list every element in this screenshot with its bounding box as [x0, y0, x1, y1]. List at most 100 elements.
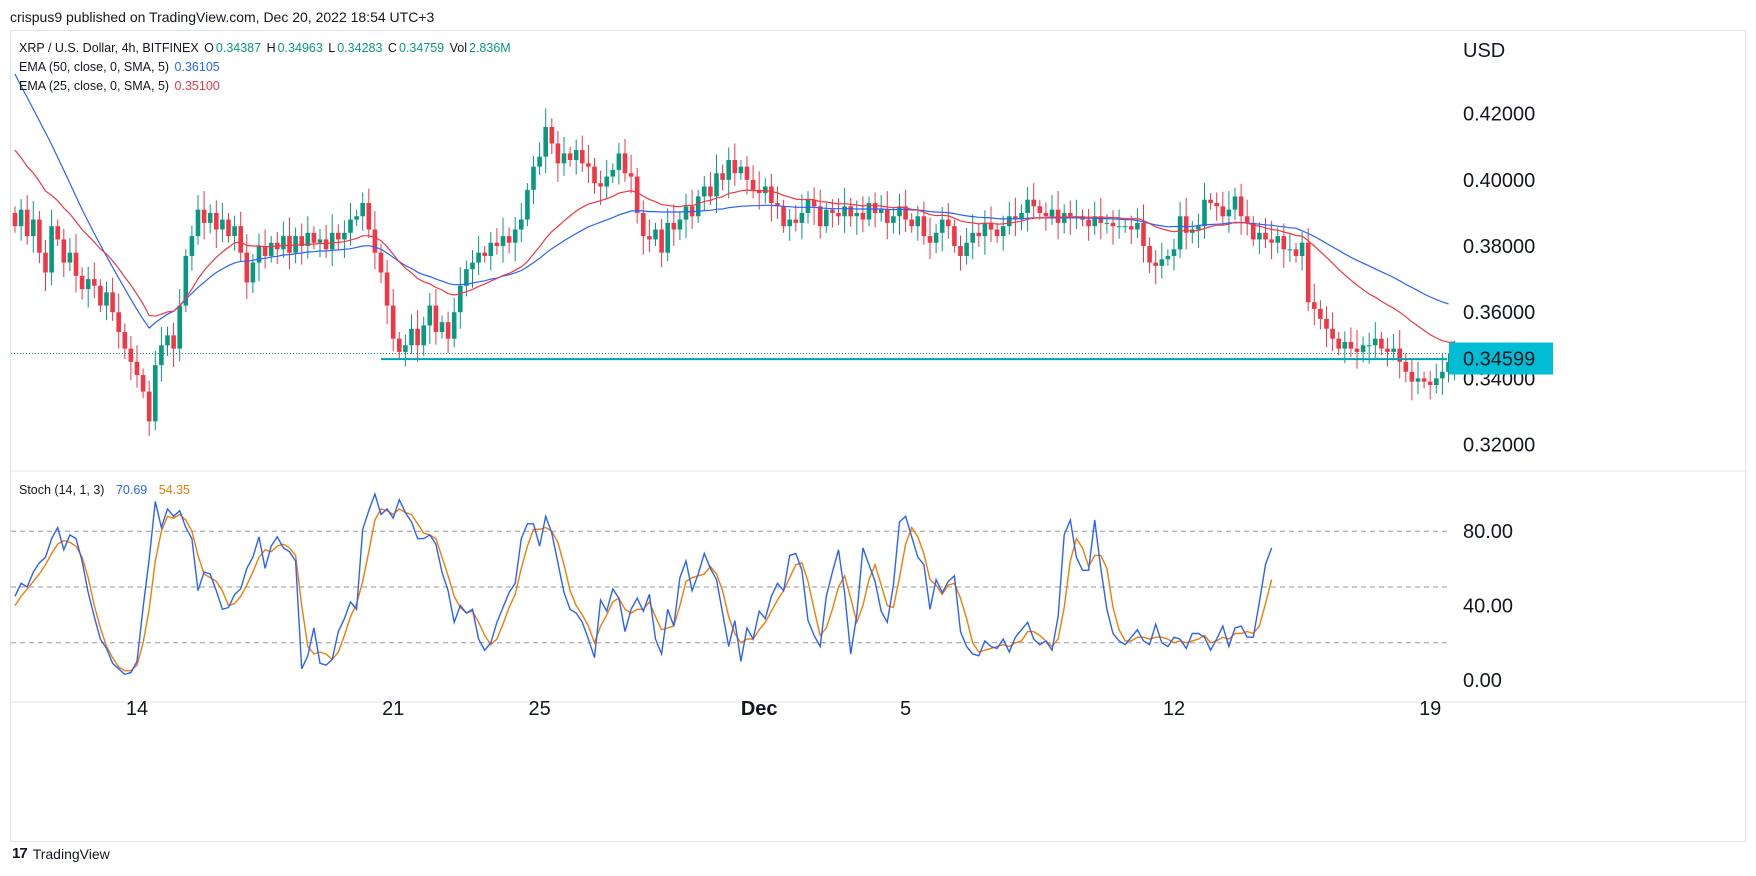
candle-body: [55, 226, 60, 240]
candle-body: [738, 166, 744, 174]
candle-body: [1244, 216, 1250, 223]
last-price-tag-label: 0.34599: [1463, 349, 1535, 371]
candle-body: [854, 212, 860, 217]
candle-body: [1251, 222, 1256, 240]
time-axis-tick-label: 19: [1419, 698, 1441, 720]
candle-body: [750, 179, 756, 190]
candle-body: [1031, 199, 1036, 207]
candle-body: [1025, 199, 1030, 213]
candle-body: [1232, 196, 1238, 210]
candle-body: [1312, 302, 1317, 309]
candle-body: [110, 292, 115, 313]
candle-body: [287, 236, 292, 253]
candle-body: [793, 219, 799, 223]
candle-body: [525, 189, 530, 220]
candle-body: [238, 226, 243, 253]
candle-body: [634, 176, 640, 213]
chart-frame[interactable]: USD 0.42000 0.40000 0.38000 0.36000 0.34000 0.…: [10, 30, 1747, 843]
stoch-axis-tick-label: 80.00: [1463, 521, 1513, 543]
candle-body: [531, 166, 536, 190]
candle-body: [1403, 361, 1409, 372]
candle-body: [122, 332, 128, 349]
candle-body: [299, 236, 304, 247]
candle-body: [1104, 222, 1110, 224]
candle-body: [939, 219, 945, 233]
candle-body: [604, 176, 609, 187]
candle-body: [647, 236, 652, 240]
price-axis-tick-label: 0.40000: [1463, 170, 1535, 192]
candle-body: [1165, 255, 1171, 260]
candle-body: [1141, 222, 1146, 247]
symbol-label[interactable]: XRP / U.S. Dollar, 4h, BITFINEX: [19, 41, 199, 55]
candle-body: [653, 229, 658, 240]
candle-body: [726, 160, 731, 180]
open-key: O: [204, 41, 214, 55]
candle-body: [305, 232, 311, 247]
time-axis-tick-label: 21: [382, 698, 404, 720]
candle-body: [1409, 371, 1415, 382]
candle-body: [909, 219, 914, 227]
candle-body: [427, 305, 433, 326]
candle-body: [586, 163, 591, 167]
candle-body: [665, 222, 670, 253]
candle-body: [378, 252, 384, 273]
candle-body: [933, 232, 939, 243]
tradingview-footer[interactable]: 17 TradingView: [12, 845, 110, 862]
candle-body: [1007, 216, 1012, 227]
candle-body: [439, 322, 445, 333]
time-axis-tick-label: 12: [1163, 698, 1185, 720]
candle-body: [1330, 328, 1335, 339]
candle-body: [1092, 216, 1097, 227]
candle-body: [1214, 203, 1219, 207]
candle-body: [1129, 226, 1134, 230]
candle-body: [1299, 242, 1305, 256]
candle-body: [860, 212, 866, 220]
ema25-legend[interactable]: EMA (25, close, 0, SMA, 5) 0.35100: [19, 79, 222, 93]
candle-body: [720, 173, 725, 180]
candle-body: [348, 219, 353, 233]
ema50-label: EMA (50, close, 0, SMA, 5): [19, 60, 170, 74]
candle-body: [1287, 249, 1293, 251]
candle-body: [1037, 206, 1043, 213]
candle-body: [787, 219, 792, 227]
candle-body: [543, 126, 548, 157]
chart-canvas[interactable]: USD0.420000.400000.380000.360000.340000.…: [11, 31, 1747, 843]
candle-body: [207, 212, 213, 223]
candle-body: [769, 186, 774, 204]
candle-body: [1238, 196, 1244, 217]
candle-body: [116, 312, 121, 333]
candle-body: [817, 206, 823, 227]
candle-body: [1226, 209, 1232, 217]
stoch-legend[interactable]: Stoch (14, 1, 3) 70.69 54.35: [19, 483, 192, 497]
candle-body: [329, 232, 335, 250]
candle-body: [1379, 338, 1384, 349]
candle-body: [79, 275, 85, 290]
candle-body: [336, 232, 341, 240]
ema25-value: 0.35100: [174, 79, 220, 93]
high-key: H: [266, 41, 276, 55]
candle-body: [1177, 216, 1183, 250]
candle-body: [1275, 236, 1280, 243]
candle-body: [92, 279, 97, 286]
candle-body: [1324, 318, 1329, 329]
candle-body: [1263, 232, 1268, 240]
candle-body: [171, 335, 176, 349]
candle-body: [1171, 249, 1177, 256]
candle-body: [49, 226, 54, 273]
candle-body: [1013, 216, 1018, 220]
candle-body: [1434, 378, 1439, 385]
stoch-axis-tick-label: 40.00: [1463, 596, 1513, 618]
ema50-line: [14, 73, 1449, 330]
candle-body: [671, 222, 677, 230]
candle-body: [1098, 216, 1104, 223]
candle-body: [1202, 199, 1207, 227]
candle-body: [1159, 259, 1165, 266]
candle-body: [1415, 378, 1421, 382]
candle-body: [323, 239, 329, 250]
stoch-d-value: 54.35: [158, 483, 190, 497]
candle-body: [878, 209, 884, 213]
ema50-legend[interactable]: EMA (50, close, 0, SMA, 5) 0.36105: [19, 60, 222, 74]
candle-body: [519, 219, 524, 230]
close-key: C: [387, 41, 397, 55]
candle-body: [1342, 341, 1348, 349]
